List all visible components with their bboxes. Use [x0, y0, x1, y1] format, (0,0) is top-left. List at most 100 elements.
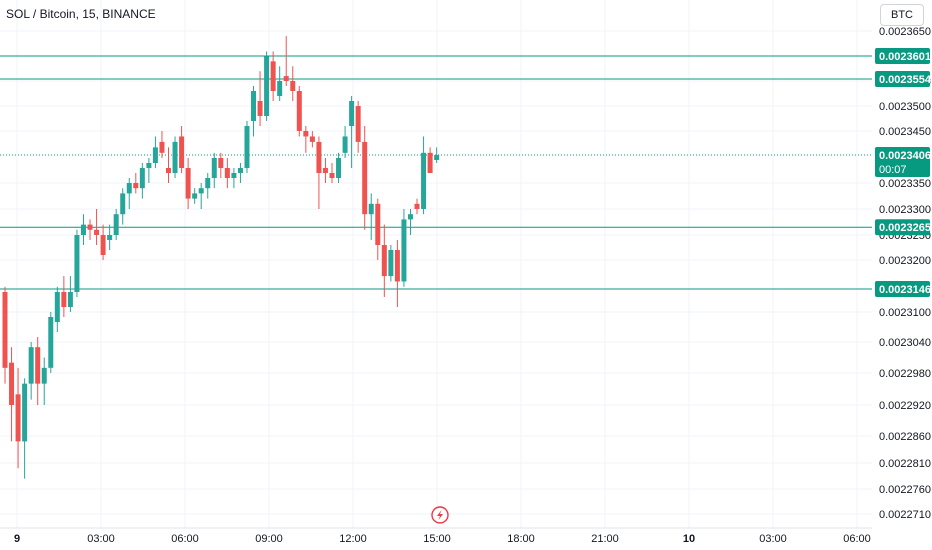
candle-body [146, 163, 152, 168]
candle-body [41, 367, 47, 384]
level-price-badge [875, 71, 930, 87]
candle-body [80, 224, 86, 235]
level-price-badge [875, 219, 930, 236]
candle-body [257, 101, 263, 116]
candle-body [120, 193, 126, 215]
time-tick-label: 06:00 [171, 533, 199, 545]
candle-body [381, 245, 387, 277]
horizontal-levels [0, 55, 872, 290]
price-tick-label: 0.0022980 [879, 368, 931, 380]
candle-body [126, 183, 132, 194]
price-tick-label: 0.0022760 [879, 484, 931, 496]
candle-body [67, 292, 73, 307]
price-tick-label: 0.0023100 [879, 307, 931, 319]
candle-body [375, 203, 381, 245]
candle-body [244, 126, 250, 168]
price-tick-label: 0.0023650 [879, 26, 931, 38]
level-price-label: 0.0023554 [879, 74, 932, 86]
candle-body [349, 101, 355, 126]
candle-body [198, 188, 204, 194]
candlesticks [2, 36, 440, 479]
candle-body [414, 203, 420, 209]
price-tick-label: 0.0023500 [879, 101, 931, 113]
candle-body [159, 141, 165, 153]
price-tick-label: 0.0023200 [879, 255, 931, 267]
candle-body [251, 91, 257, 121]
candle-body [54, 292, 60, 322]
candle-body [100, 235, 106, 255]
candle-body [133, 183, 139, 189]
candle-body [211, 158, 217, 178]
candle-body [427, 152, 433, 173]
time-tick-label: 12:00 [339, 533, 367, 545]
time-tick-label: 06:00 [843, 533, 871, 545]
candle-body [179, 136, 185, 168]
candle-body [277, 81, 283, 96]
level-price-badge [875, 281, 930, 297]
candle-body [407, 214, 413, 220]
chart-grid [0, 0, 872, 528]
level-price-badge [875, 48, 930, 64]
candle-body [15, 394, 21, 442]
time-tick-label: 21:00 [591, 533, 619, 545]
candle-body [264, 56, 270, 116]
candle-body [74, 235, 80, 292]
candle-body [139, 168, 145, 189]
candle-body [368, 203, 374, 215]
price-tick-label: 0.0023300 [879, 204, 931, 216]
candle-body [270, 61, 276, 91]
price-tick-label: 0.0022810 [879, 458, 931, 470]
candle-body [192, 193, 198, 199]
candle-body [362, 141, 368, 215]
candle-body [401, 219, 407, 282]
candle-body [388, 250, 394, 277]
price-tick-label: 0.0022860 [879, 431, 931, 443]
candle-body [283, 76, 289, 81]
candle-body [172, 141, 178, 173]
candle-body [290, 81, 296, 91]
time-tick-label: 15:00 [423, 533, 451, 545]
chart-title: SOL / Bitcoin, 15, BINANCE [6, 7, 156, 21]
candle-body [342, 136, 348, 153]
time-tick-label: 09:00 [255, 533, 283, 545]
candle-body [87, 224, 93, 230]
price-axis[interactable]: 0.00236500.00235500.00235000.00234500.00… [875, 26, 932, 521]
candle-body [185, 168, 191, 199]
candle-body [107, 235, 113, 240]
time-axis[interactable]: 9 03:00 06:00 09:00 12:00 15:00 18:00 21:00 10 03… [14, 533, 871, 545]
time-tick-label: 18:00 [507, 533, 535, 545]
candle-body [231, 173, 237, 178]
candle-body [316, 141, 322, 173]
candle-body [61, 292, 67, 307]
last-price-badge [875, 147, 930, 177]
candle-body [355, 106, 361, 142]
level-price-label: 0.0023146 [879, 284, 931, 296]
candle-body [237, 168, 243, 173]
price-tick-label: 0.0023350 [879, 178, 931, 190]
candle-body [166, 168, 171, 173]
time-tick-label: 03:00 [87, 533, 115, 545]
currency-button[interactable]: BTC [880, 4, 924, 26]
candle-body [309, 136, 315, 142]
candle-body [152, 147, 158, 163]
candle-body [35, 347, 41, 384]
candle-body [322, 168, 328, 173]
candle-body [94, 229, 100, 235]
candle-body [434, 155, 440, 160]
candle-body [218, 158, 224, 168]
candle-body [329, 173, 335, 178]
time-tick-label: 03:00 [759, 533, 787, 545]
time-tick-label: 10 [683, 533, 695, 545]
candle-countdown: 00:07 [879, 164, 907, 176]
time-tick-label: 9 [14, 533, 20, 545]
lightning-icon[interactable] [431, 506, 449, 524]
price-tick-label: 0.0022710 [879, 509, 931, 521]
candle-body [113, 214, 119, 235]
price-tick-label: 0.0023450 [879, 126, 931, 138]
price-tick-label: 0.0022920 [879, 400, 931, 412]
price-tick-label: 0.0023040 [879, 337, 931, 349]
candle-body [28, 347, 34, 384]
candle-body [22, 383, 28, 442]
candle-body [336, 158, 342, 178]
